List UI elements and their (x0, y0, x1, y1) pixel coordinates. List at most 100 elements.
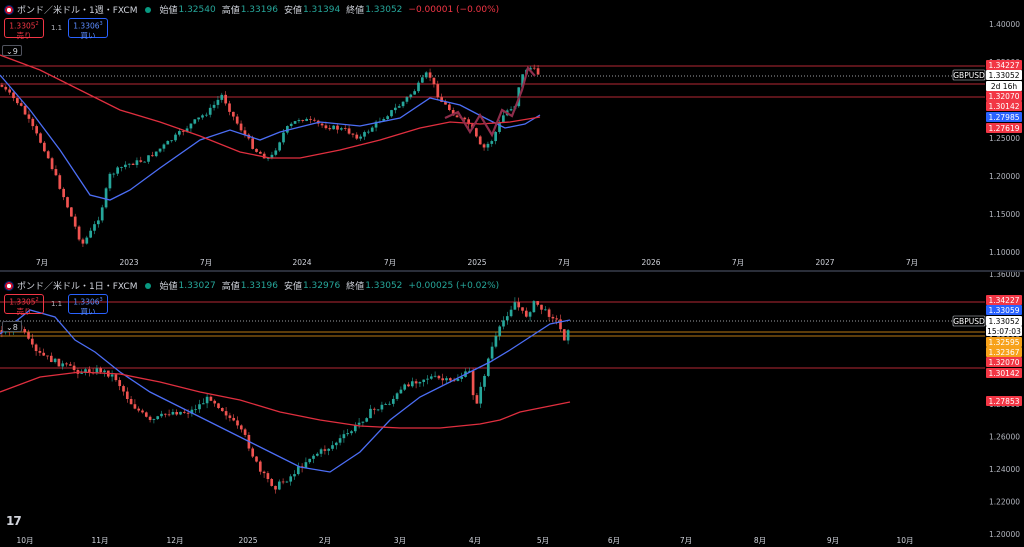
pattern-drawing-line (444, 65, 536, 138)
gbp-flag-icon (4, 4, 14, 15)
buy-button[interactable]: 1.33063 買い (68, 18, 108, 40)
candle-body (205, 114, 208, 116)
x-axis-tick-label: 9月 (827, 536, 839, 545)
candle-body (259, 151, 262, 154)
candle-body (367, 131, 370, 133)
candle-body (50, 158, 54, 170)
daily-chart-canvas[interactable]: 1.360001.340001.320001.300001.280001.260… (0, 272, 1024, 547)
indicator-legend-toggle[interactable]: ⌄8 (2, 321, 22, 332)
symbol-title[interactable]: ポンド／米ドル・1日・FXCM (17, 282, 138, 292)
moving-average-line (0, 74, 541, 201)
candle-body (73, 216, 77, 227)
weekly-chart-panel[interactable]: 1.400001.350001.300001.250001.200001.150… (0, 0, 1024, 270)
y-axis-tick-label: 1.40000 (989, 20, 1020, 29)
candle-body (163, 413, 167, 415)
candle-body (444, 101, 447, 105)
panel-divider[interactable] (0, 270, 1024, 272)
price-label-box (986, 123, 1022, 133)
price-label-text: 1.27619 (988, 124, 1019, 133)
candle-body (428, 72, 432, 78)
candle-body (308, 458, 312, 463)
x-axis-tick-label: 7月 (384, 258, 396, 267)
candle-body (160, 413, 163, 417)
candle-body (178, 131, 181, 135)
low-label: 安値 (283, 282, 302, 292)
candle-body (72, 365, 76, 371)
candle-body (154, 151, 158, 157)
buy-button[interactable]: 1.33063 買い (68, 294, 108, 316)
x-axis-tick-label: 2025 (467, 258, 486, 267)
symbol-tag-label: GBPUSD (953, 317, 985, 326)
candle-body (529, 67, 532, 70)
candle-body (239, 123, 243, 131)
candle-body (555, 318, 559, 320)
candle-body (532, 301, 536, 313)
candle-body (148, 416, 152, 420)
weekly-chart-canvas[interactable]: 1.400001.350001.300001.250001.200001.150… (0, 0, 1024, 270)
candle-body (301, 120, 305, 121)
symbol-tag (952, 69, 986, 81)
candle-body (426, 378, 429, 380)
candle-body (336, 125, 339, 130)
candle-body (137, 408, 141, 411)
daily-chart-panel[interactable]: 1.360001.340001.320001.300001.280001.260… (0, 272, 1024, 547)
candle-body (217, 403, 220, 409)
candle-body (84, 369, 87, 373)
candle-body (31, 118, 35, 127)
gbp-flag-icon (4, 280, 14, 291)
candle-body (205, 396, 209, 404)
candle-body (403, 384, 407, 390)
symbol-tag (952, 315, 986, 327)
tradingview-logo[interactable]: 17 (6, 514, 22, 528)
candle-body (509, 109, 513, 111)
candle-body (209, 396, 213, 401)
candle-body (68, 364, 72, 366)
candle-body (532, 67, 536, 69)
candle-body (401, 101, 405, 107)
candle-body (343, 128, 347, 129)
candle-body (0, 85, 4, 87)
candle-body (342, 434, 346, 439)
candle-body (81, 239, 85, 244)
candle-body (410, 381, 414, 387)
sell-button[interactable]: 1.33052 売り (4, 294, 44, 316)
price-label-text: 1.32595 (988, 338, 1019, 347)
price-label-box (986, 368, 1022, 378)
candle-body (182, 411, 186, 413)
price-label-box (986, 101, 1022, 111)
candle-body (374, 121, 378, 128)
candle-body (285, 481, 289, 483)
candle-body (384, 404, 388, 405)
open-value: 1.32540 (178, 4, 216, 15)
candle-body (320, 123, 324, 126)
candle-body (251, 448, 255, 457)
candle-body (156, 416, 160, 420)
price-label-box (986, 326, 1022, 336)
price-label-text: 1.34227 (988, 296, 1019, 305)
candle-body (394, 107, 397, 111)
candle-body (332, 125, 335, 130)
symbol-title[interactable]: ポンド／米ドル・1週・FXCM (17, 6, 138, 16)
candle-body (243, 429, 247, 435)
candle-body (104, 188, 108, 208)
candle-body (35, 126, 38, 134)
candle-body (448, 378, 452, 381)
candle-body (151, 155, 154, 157)
candle-body (482, 144, 486, 148)
candle-body (216, 99, 220, 105)
candle-body (228, 415, 232, 418)
candle-body (369, 408, 372, 419)
candle-body (467, 370, 471, 372)
candle-body (467, 119, 470, 125)
candle-body (327, 448, 331, 451)
sell-button[interactable]: 1.33052 売り (4, 18, 44, 40)
candle-body (194, 409, 198, 411)
price-label-text: 1.27853 (988, 397, 1019, 406)
candle-body (197, 117, 200, 120)
x-axis-tick-label: 7月 (36, 258, 48, 267)
indicator-legend-toggle[interactable]: ⌄9 (2, 45, 22, 56)
price-label-text: 1.33059 (988, 306, 1019, 315)
x-axis-tick-label: 7月 (558, 258, 570, 267)
candle-body (328, 128, 332, 130)
candle-body (391, 398, 395, 404)
